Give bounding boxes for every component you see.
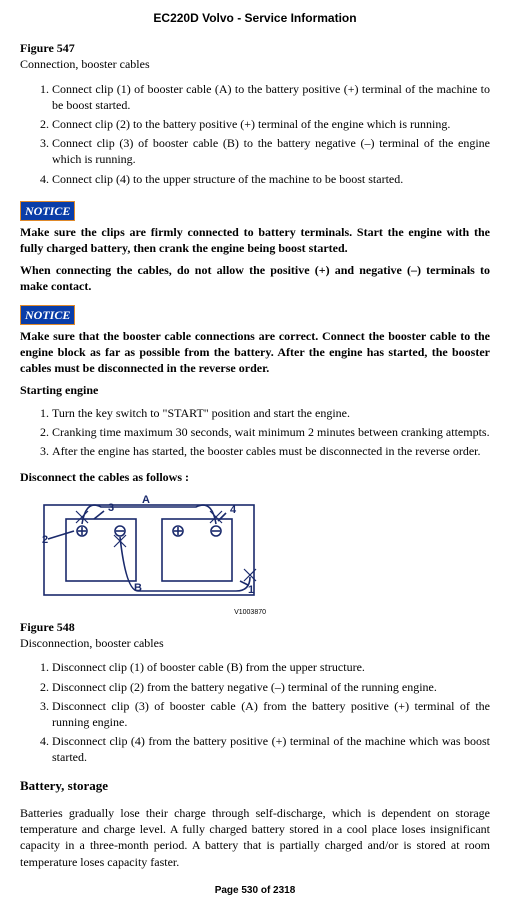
diagram-label-b: B bbox=[134, 582, 142, 594]
notice-text: When connecting the cables, do not allow… bbox=[20, 262, 490, 294]
list-item: Connect clip (2) to the battery positive… bbox=[52, 116, 490, 132]
page-footer: Page 530 of 2318 bbox=[20, 884, 490, 898]
disconnect-diagram: A B 3 4 2 1 bbox=[26, 491, 490, 605]
list-item: Connect clip (4) to the upper structure … bbox=[52, 171, 490, 187]
list-item: Disconnect clip (2) from the battery neg… bbox=[52, 679, 490, 695]
list-item: Disconnect clip (3) of booster cable (A)… bbox=[52, 698, 490, 730]
list-item: Cranking time maximum 30 seconds, wait m… bbox=[52, 424, 490, 440]
figure-547-steps: Connect clip (1) of booster cable (A) to… bbox=[52, 81, 490, 187]
list-item: Disconnect clip (1) of booster cable (B)… bbox=[52, 659, 490, 675]
starting-engine-steps: Turn the key switch to "START" position … bbox=[52, 405, 490, 460]
figure-548-caption: Disconnection, booster cables bbox=[20, 635, 490, 651]
figure-548-label: Figure 548 bbox=[20, 619, 490, 635]
page-title: EC220D Volvo - Service Information bbox=[20, 10, 490, 26]
figure-547-caption: Connection, booster cables bbox=[20, 56, 490, 72]
battery-storage-heading: Battery, storage bbox=[20, 777, 490, 795]
diagram-label-4: 4 bbox=[230, 504, 237, 516]
list-item: Turn the key switch to "START" position … bbox=[52, 405, 490, 421]
notice-badge: NOTICE bbox=[20, 305, 75, 325]
battery-storage-text: Batteries gradually lose their charge th… bbox=[20, 805, 490, 870]
diagram-code: V1003870 bbox=[26, 608, 266, 617]
diagram-label-a: A bbox=[142, 494, 150, 506]
diagram-label-1: 1 bbox=[248, 584, 254, 596]
notice-text: Make sure the clips are firmly connected… bbox=[20, 224, 490, 256]
list-item: Disconnect clip (4) from the battery pos… bbox=[52, 733, 490, 765]
disconnect-heading: Disconnect the cables as follows : bbox=[20, 469, 490, 485]
diagram-label-2: 2 bbox=[42, 534, 48, 546]
list-item: Connect clip (3) of booster cable (B) to… bbox=[52, 135, 490, 167]
notice-badge: NOTICE bbox=[20, 201, 75, 221]
figure-547-label: Figure 547 bbox=[20, 40, 490, 56]
figure-548-steps: Disconnect clip (1) of booster cable (B)… bbox=[52, 659, 490, 765]
list-item: Connect clip (1) of booster cable (A) to… bbox=[52, 81, 490, 113]
diagram-label-3: 3 bbox=[108, 502, 114, 514]
notice-text: Make sure that the booster cable connect… bbox=[20, 328, 490, 377]
list-item: After the engine has started, the booste… bbox=[52, 443, 490, 459]
starting-engine-heading: Starting engine bbox=[20, 382, 490, 398]
